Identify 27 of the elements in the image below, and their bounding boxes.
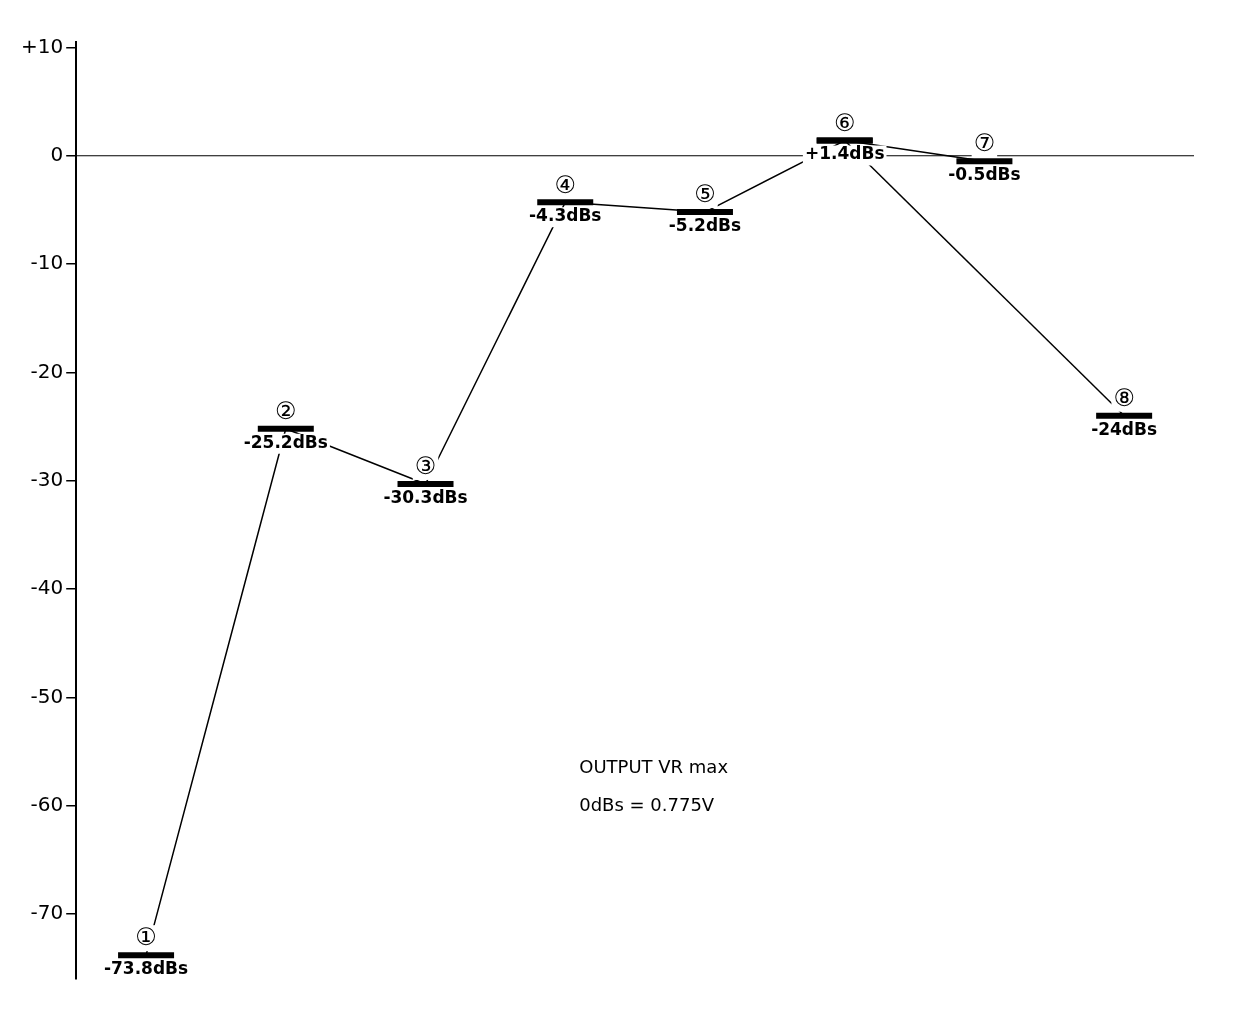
y-tick-label: -50 xyxy=(30,683,64,708)
x-tick-label: ⑤ xyxy=(694,180,716,209)
data-label: -73.8dBs xyxy=(103,958,189,979)
y-tick-label: -10 xyxy=(30,250,64,275)
y-tick-label: -30 xyxy=(30,466,64,491)
annotation: OUTPUT VR max xyxy=(579,755,729,777)
data-label: -0.5dBs xyxy=(948,164,1021,185)
data-label: -30.3dBs xyxy=(383,486,468,507)
x-tick-label: ① xyxy=(135,923,157,952)
data-label: -25.2dBs xyxy=(243,431,328,452)
y-tick-label: -40 xyxy=(30,575,64,600)
data-label: -24dBs xyxy=(1091,418,1158,439)
y-tick-label: -20 xyxy=(30,358,64,383)
x-tick-label: ⑧ xyxy=(1113,383,1135,412)
x-tick-label: ⑥ xyxy=(833,108,856,137)
annotation: 0dBs = 0.775V xyxy=(579,793,715,815)
y-tick-label: -60 xyxy=(30,791,64,816)
y-tick-label: +10 xyxy=(20,33,64,58)
x-tick-label: ③ xyxy=(414,452,437,481)
data-label: +1.4dBs xyxy=(804,143,885,164)
x-tick-label: ④ xyxy=(554,170,576,199)
y-tick-label: -70 xyxy=(30,900,64,925)
data-label: -4.3dBs xyxy=(529,205,602,226)
data-label: -5.2dBs xyxy=(668,214,742,235)
y-tick-label: 0 xyxy=(50,141,64,166)
x-tick-label: ⑦ xyxy=(973,129,996,158)
x-tick-label: ② xyxy=(275,396,297,425)
